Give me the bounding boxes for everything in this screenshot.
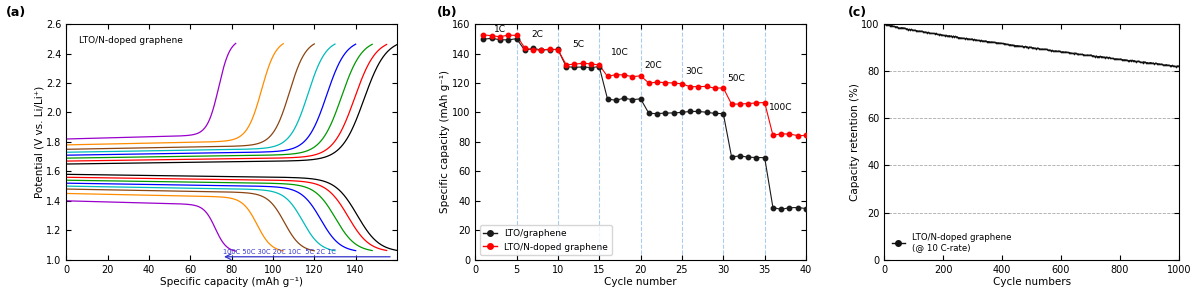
Text: 50C: 50C [727,74,745,83]
Y-axis label: Capacity retention (%): Capacity retention (%) [849,83,860,201]
Y-axis label: Specific capacity (mAh g⁻¹): Specific capacity (mAh g⁻¹) [440,70,450,214]
Text: 100C 50C 30C 20C 10C  5C 2C 1C: 100C 50C 30C 20C 10C 5C 2C 1C [224,249,337,255]
Text: (b): (b) [437,6,457,19]
X-axis label: Specific capacity (mAh g⁻¹): Specific capacity (mAh g⁻¹) [160,277,303,288]
Text: LTO/N-doped graphene: LTO/N-doped graphene [79,36,183,45]
Text: 10C: 10C [611,47,629,56]
Text: 30C: 30C [686,67,704,76]
X-axis label: Cycle number: Cycle number [604,277,677,288]
Y-axis label: Potential (V vs. Li/Li⁺): Potential (V vs. Li/Li⁺) [35,86,45,198]
Legend: LTO/N-doped graphene
(@ 10 C-rate): LTO/N-doped graphene (@ 10 C-rate) [889,229,1014,255]
Text: 20C: 20C [644,61,662,70]
Text: 100C: 100C [770,104,793,112]
Legend: LTO/graphene, LTO/N-doped graphene: LTO/graphene, LTO/N-doped graphene [480,226,611,255]
Text: 1C: 1C [494,25,506,34]
Text: 5C: 5C [573,40,585,49]
Text: 2C: 2C [532,30,543,39]
X-axis label: Cycle numbers: Cycle numbers [992,277,1071,288]
Text: (c): (c) [848,6,867,19]
Text: (a): (a) [6,6,26,19]
